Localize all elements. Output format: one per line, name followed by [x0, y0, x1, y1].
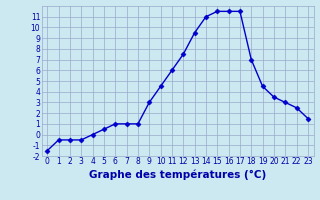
- X-axis label: Graphe des températures (°C): Graphe des températures (°C): [89, 169, 266, 180]
